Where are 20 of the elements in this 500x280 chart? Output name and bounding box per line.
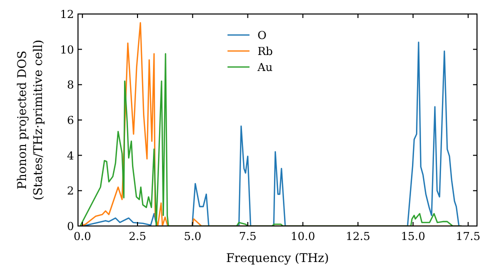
y-tick-label: 12 — [60, 8, 74, 21]
y-tick-label: 8 — [67, 78, 74, 92]
x-tick-label: 17.5 — [456, 230, 480, 243]
x-tick-label: 15.0 — [400, 230, 426, 243]
x-tick-label: 7.5 — [238, 230, 256, 243]
x-tick-label: 2.5 — [128, 230, 146, 243]
y-tick-label: 0 — [67, 220, 74, 233]
y-axis-title: Phonon projected DOS (States/THz·primitive cell) — [15, 40, 45, 200]
legend-label: O — [258, 29, 267, 42]
y-tick-label: 4 — [67, 149, 74, 162]
x-tick-label: 5.0 — [184, 230, 202, 243]
x-tick-label: 10.0 — [290, 230, 316, 243]
y-tick-label: 2 — [67, 184, 74, 198]
y-tick-label: 6 — [67, 114, 74, 127]
legend-label: Rb — [258, 45, 273, 58]
x-axis-title: Frequency (THz) — [226, 251, 329, 265]
legend-label: Au — [256, 61, 273, 74]
y-tick-label: 10 — [60, 43, 74, 56]
x-tick-label: 12.5 — [346, 230, 370, 243]
x-tick-label: 0.0 — [74, 230, 92, 243]
